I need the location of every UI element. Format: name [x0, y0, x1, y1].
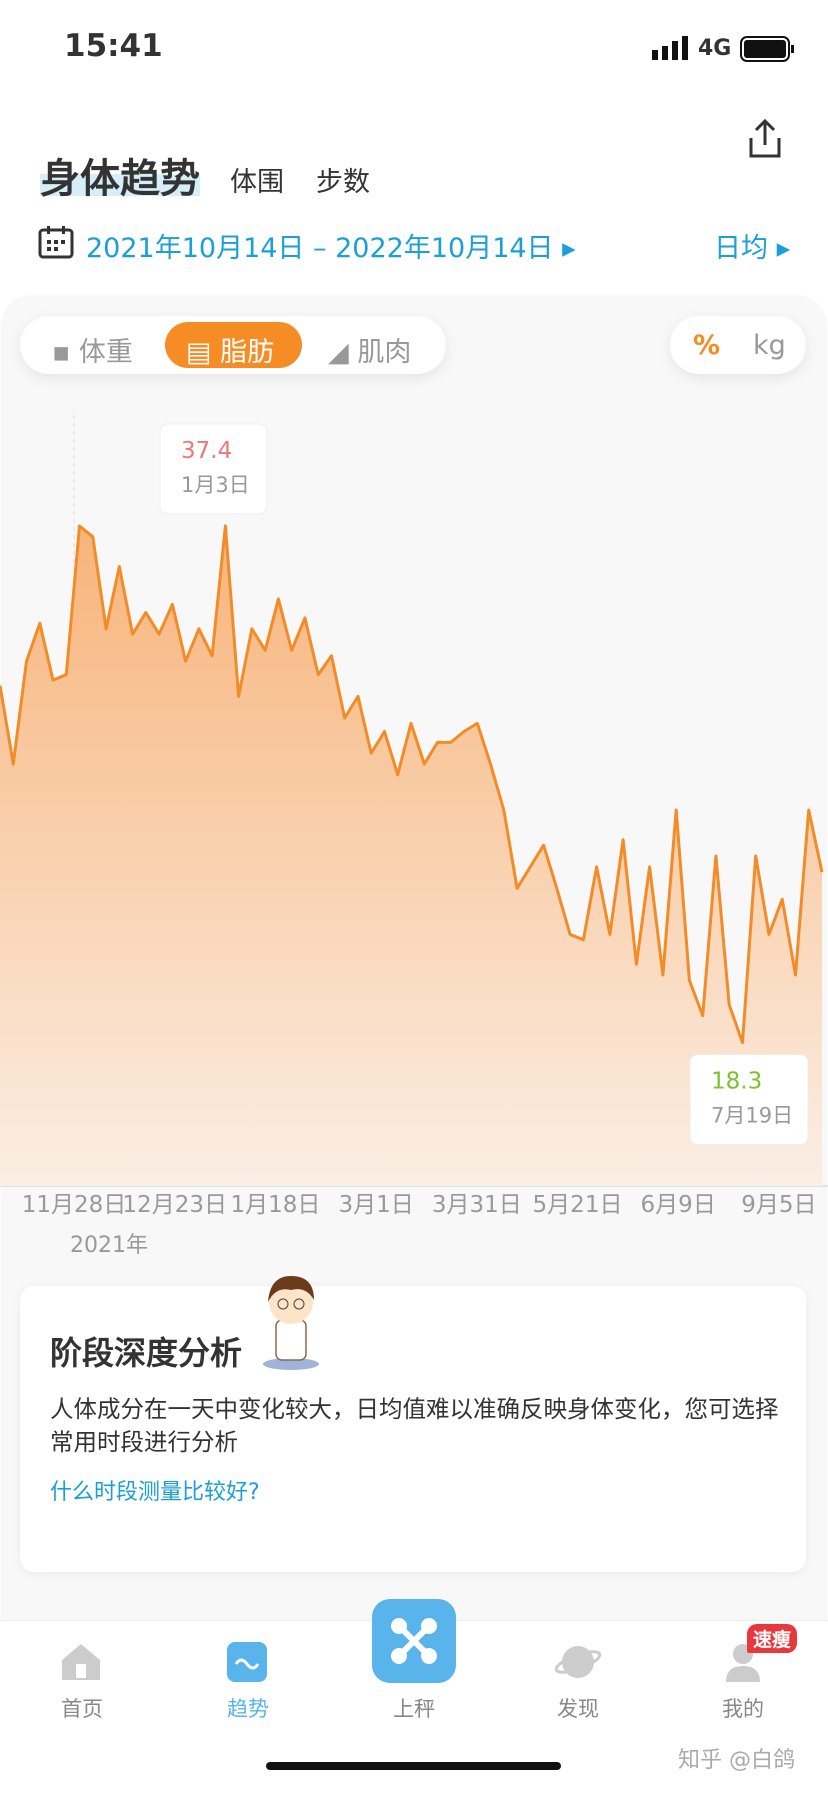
avatar	[263, 1276, 319, 1370]
analysis-card	[20, 1286, 806, 1572]
x-tick-label: 12月23日	[122, 1192, 227, 1218]
x-tick-label: 3月1日	[338, 1192, 413, 1218]
status-time: 15:41	[64, 28, 163, 64]
x-tick-label: 11月28日	[22, 1192, 127, 1218]
date-end: 2022年10月14日	[335, 233, 554, 264]
x-tick-label: 3月31日	[432, 1192, 522, 1218]
date-start: 2021年10月14日	[86, 233, 305, 264]
tab[interactable]: 体围	[230, 167, 284, 198]
nav-label[interactable]: 首页	[61, 1697, 103, 1721]
line	[0, 524, 824, 1045]
card-body: 人体成分在一天中变化较大，日均值难以准确反映身体变化，您可选择常用时段进行分析	[50, 1395, 779, 1456]
card-link[interactable]: 什么时段测量比较好?	[50, 1480, 260, 1505]
metric-label: 脂肪	[220, 337, 275, 368]
callout-date: 7月19日	[711, 1104, 793, 1128]
mode: 日均	[714, 233, 768, 264]
calendar-icon[interactable]	[38, 225, 74, 259]
metric-label: 体重	[78, 337, 133, 368]
x-tick-label: 1月18日	[230, 1192, 320, 1218]
battery-icon	[740, 36, 794, 62]
network: 4G	[698, 36, 732, 61]
nav-icon	[62, 1644, 100, 1680]
tab-active[interactable]: 身体趋势	[40, 156, 200, 202]
card-title: 阶段深度分析	[50, 1334, 243, 1372]
unit[interactable]: kg	[753, 330, 786, 361]
metric-tab-active[interactable]: ▤ 脂肪	[186, 337, 275, 368]
metric-active-bg	[165, 322, 302, 368]
callout-date: 1月3日	[181, 473, 250, 497]
nav-label[interactable]: 我的	[722, 1697, 764, 1721]
date-range[interactable]: 2021年10月14日 – 2022年10月14日 ▸	[86, 233, 576, 264]
callout-value: 18.3	[711, 1069, 762, 1095]
tab[interactable]: 步数	[316, 167, 370, 198]
mode-select[interactable]: 日均 ▸	[714, 233, 791, 264]
nav-label[interactable]: 上秤	[393, 1697, 435, 1721]
x-tick-label: 9月5日	[741, 1192, 816, 1218]
nav-icon	[554, 1646, 602, 1678]
callout-box	[159, 423, 268, 515]
unit-toggle	[670, 316, 806, 374]
nav-label-active[interactable]: 趋势	[227, 1697, 269, 1721]
year-label: 2021年	[70, 1233, 148, 1258]
metric-tab[interactable]: ◢ 肌肉	[328, 337, 412, 368]
callout-value: 37.4	[181, 438, 232, 464]
nav-label[interactable]: 发现	[557, 1697, 599, 1721]
metric-tab[interactable]: ▪ 体重	[52, 337, 133, 368]
metric-label: 肌肉	[357, 337, 412, 368]
callout-box	[689, 1054, 809, 1146]
unit-active[interactable]: %	[693, 330, 721, 361]
watermark: 知乎 @白鸽	[678, 1748, 795, 1773]
date-separator: –	[313, 233, 327, 264]
weigh-button[interactable]	[372, 1599, 456, 1683]
badge: 速瘦	[747, 1624, 798, 1653]
nav-icon-active	[227, 1642, 267, 1682]
x-tick-label: 6月9日	[641, 1192, 716, 1218]
area	[0, 526, 822, 1186]
share-button[interactable]	[745, 118, 785, 160]
x-tick-label: 5月21日	[533, 1192, 623, 1218]
tab-highlight	[40, 174, 200, 196]
signal-icon	[652, 36, 688, 60]
home-indicator	[266, 1762, 561, 1770]
